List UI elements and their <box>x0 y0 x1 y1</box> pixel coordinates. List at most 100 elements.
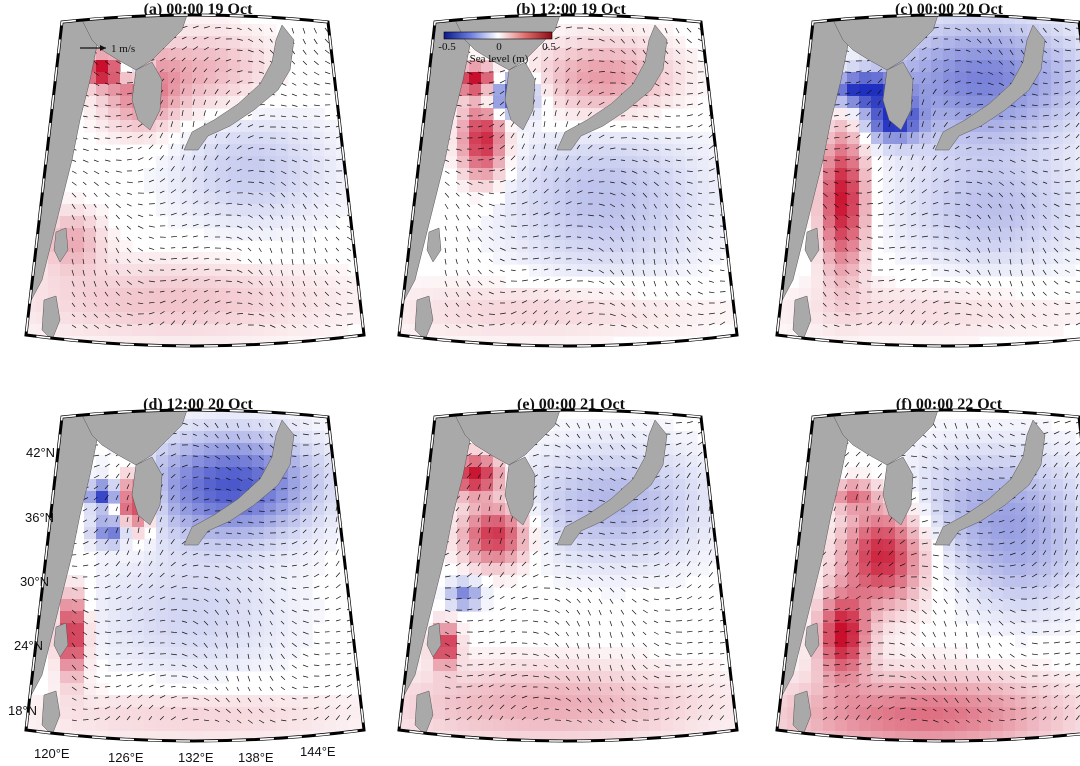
sea-level-cell <box>84 527 97 540</box>
sea-level-cell <box>168 599 181 612</box>
sea-level-cell <box>264 695 277 708</box>
sea-level-cell <box>192 264 205 277</box>
current-arrow <box>104 82 110 85</box>
current-arrow <box>554 57 559 62</box>
sea-level-cell <box>661 96 674 109</box>
sea-level-cell <box>120 563 133 576</box>
sea-level-cell <box>228 180 241 193</box>
sea-level-cell <box>252 60 265 73</box>
current-arrow <box>921 89 925 95</box>
sea-level-cell <box>577 108 590 121</box>
current-arrow <box>965 49 971 52</box>
current-arrow <box>93 71 100 76</box>
current-arrow <box>159 155 164 161</box>
sea-level-cell <box>811 204 824 217</box>
current-arrow <box>335 27 341 32</box>
current-arrow <box>1075 301 1080 304</box>
sea-level-cell <box>1063 84 1076 97</box>
sea-level-cell <box>871 324 884 337</box>
sea-level-cell <box>228 527 241 540</box>
sea-level-cell <box>1039 0 1052 13</box>
current-arrow <box>455 291 460 297</box>
sea-level-cell <box>180 647 193 660</box>
sea-level-cell <box>1075 96 1080 109</box>
current-arrow <box>346 123 352 128</box>
sea-level-cell <box>276 180 289 193</box>
sea-level-cell <box>1063 132 1076 145</box>
sea-level-cell <box>733 168 737 181</box>
sea-level-cell <box>120 623 133 636</box>
current-arrow <box>324 269 328 275</box>
current-arrow <box>104 269 108 276</box>
current-arrow <box>225 433 230 440</box>
sea-level-cell <box>228 479 241 492</box>
sea-level-cell <box>240 527 253 540</box>
current-arrow <box>844 92 850 95</box>
current-arrow <box>488 302 494 305</box>
current-arrow <box>488 123 495 128</box>
current-arrow <box>236 554 243 558</box>
current-arrow <box>877 321 883 326</box>
sea-level-cell <box>144 336 157 346</box>
current-arrow <box>899 143 903 150</box>
sea-level-cell <box>156 60 169 73</box>
current-arrow <box>477 302 482 306</box>
current-arrow <box>291 291 295 297</box>
current-arrow <box>104 225 108 232</box>
sea-level-cell <box>288 707 301 720</box>
sea-level-cell <box>168 144 181 157</box>
current-arrow <box>888 121 891 128</box>
sea-level-cell <box>168 96 181 109</box>
sea-level-cell <box>859 192 872 205</box>
sea-level-cell <box>1039 228 1052 241</box>
sea-level-cell <box>1075 240 1080 253</box>
current-arrow <box>499 258 505 262</box>
current-arrow <box>822 225 826 231</box>
current-arrow <box>335 431 341 435</box>
sea-level-cell <box>108 240 121 253</box>
sea-level-cell <box>1063 216 1076 229</box>
current-arrow <box>499 79 506 84</box>
current-arrow <box>932 190 938 194</box>
sea-level-cell <box>180 431 193 444</box>
current-arrow <box>335 313 342 316</box>
sea-level-cell <box>240 276 253 289</box>
sea-level-cell <box>72 228 85 241</box>
current-arrow <box>302 126 308 129</box>
sea-level-cell <box>204 336 217 346</box>
sea-level-cell <box>312 300 325 313</box>
sea-level-cell <box>204 48 217 61</box>
current-arrow <box>822 313 827 317</box>
current-arrow <box>346 101 353 106</box>
current-arrow <box>269 269 273 276</box>
current-arrow <box>976 203 982 208</box>
sea-level-cell <box>312 276 325 289</box>
current-arrow <box>214 300 221 304</box>
current-arrow <box>1053 225 1059 231</box>
sea-level-cell <box>120 479 133 492</box>
sea-level-cell <box>811 324 824 337</box>
sea-level-cell <box>204 539 217 552</box>
current-arrow <box>291 486 298 490</box>
sea-level-cell <box>228 156 241 169</box>
current-arrow <box>543 56 549 62</box>
current-arrow <box>510 269 516 271</box>
current-arrow <box>631 258 634 265</box>
sea-level-cell <box>348 503 361 516</box>
current-arrow <box>833 203 839 208</box>
current-arrow <box>93 474 100 479</box>
current-arrow <box>1031 313 1036 318</box>
current-arrow <box>335 203 342 207</box>
sea-level-cell <box>168 168 181 181</box>
sea-level-cell <box>661 228 674 241</box>
sea-level-cell <box>144 743 157 756</box>
sea-level-cell <box>1075 192 1080 205</box>
sea-level-cell <box>216 731 229 741</box>
sea-level-cell <box>300 108 313 121</box>
current-arrow <box>192 518 199 523</box>
current-arrow <box>1009 225 1012 232</box>
sea-level-cell <box>228 60 241 73</box>
sea-level-cell <box>907 120 920 133</box>
sea-level-cell <box>312 563 325 576</box>
current-arrow <box>932 311 937 315</box>
